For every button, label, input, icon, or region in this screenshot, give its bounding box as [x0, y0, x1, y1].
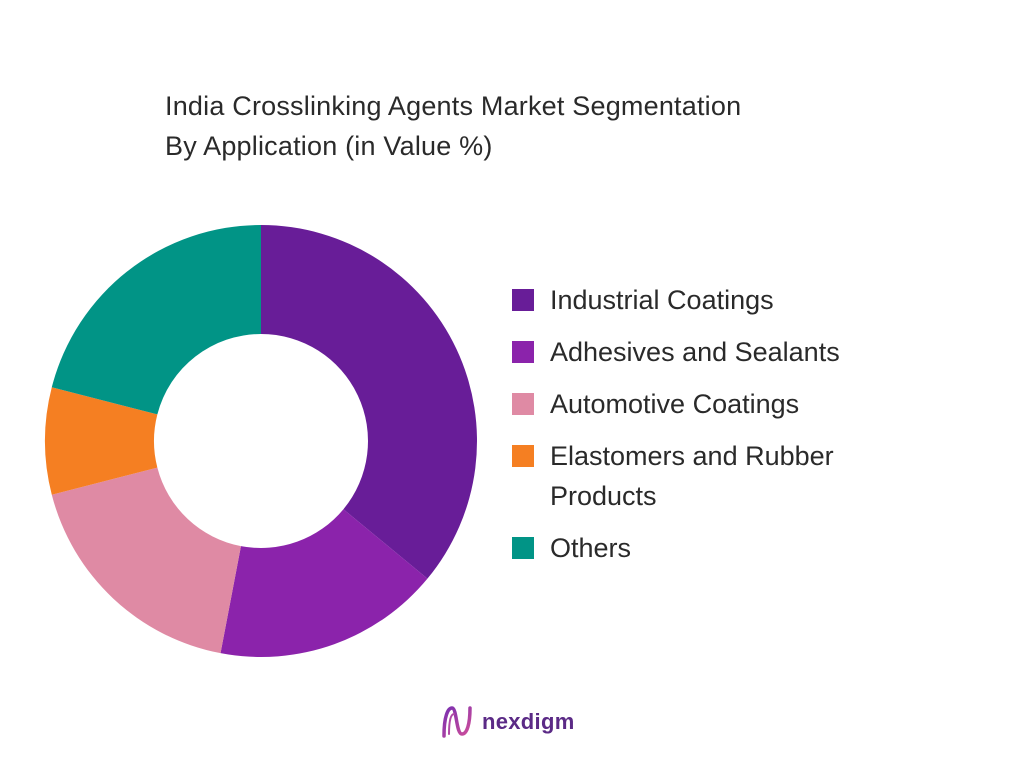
legend-item-automotive-coatings: Automotive Coatings — [512, 384, 992, 424]
legend-item-others: Others — [512, 528, 992, 568]
donut-chart — [45, 225, 478, 658]
chart-legend: Industrial Coatings Adhesives and Sealan… — [512, 280, 992, 580]
legend-item-adhesives-sealants: Adhesives and Sealants — [512, 332, 992, 372]
brand-name: nexdigm — [482, 709, 575, 734]
legend-swatch — [512, 341, 534, 363]
legend-swatch — [512, 289, 534, 311]
nexdigm-logo-icon — [442, 706, 472, 738]
donut-slice-automotive-coatings — [51, 467, 241, 654]
donut-slice-industrial-coatings — [261, 225, 478, 579]
legend-label: Adhesives and Sealants — [550, 337, 840, 367]
legend-swatch — [512, 445, 534, 467]
legend-label: Elastomers and Rubber Products — [550, 441, 834, 511]
chart-title-line-2: By Application (in Value %) — [165, 131, 493, 161]
legend-label: Industrial Coatings — [550, 285, 774, 315]
chart-title: India Crosslinking Agents Market Segment… — [165, 86, 885, 166]
donut-slice-adhesives-and-sealants — [220, 509, 428, 658]
legend-item-elastomers-rubber: Elastomers and Rubber Products — [512, 436, 992, 516]
legend-item-industrial-coatings: Industrial Coatings — [512, 280, 992, 320]
legend-label: Others — [550, 533, 632, 563]
donut-slice-elastomers-and-rubber-products — [45, 387, 158, 495]
donut-slice-others — [51, 225, 261, 415]
legend-swatch — [512, 537, 534, 559]
chart-title-line-1: India Crosslinking Agents Market Segment… — [165, 91, 742, 121]
legend-swatch — [512, 393, 534, 415]
brand-logo: nexdigm — [440, 704, 575, 740]
legend-label: Automotive Coatings — [550, 389, 800, 419]
